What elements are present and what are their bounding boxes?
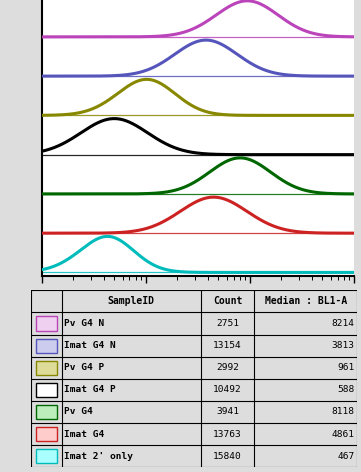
Bar xyxy=(36,316,57,330)
Text: 8214: 8214 xyxy=(332,319,355,328)
Text: 8118: 8118 xyxy=(332,407,355,416)
Text: Imat 2' only: Imat 2' only xyxy=(64,452,133,461)
Text: SampleID: SampleID xyxy=(108,296,155,306)
Text: Pv G4: Pv G4 xyxy=(64,407,93,416)
Text: Pv G4 P: Pv G4 P xyxy=(64,363,105,372)
Text: 588: 588 xyxy=(338,385,355,394)
Text: 4861: 4861 xyxy=(332,430,355,438)
Text: 3941: 3941 xyxy=(216,407,239,416)
Text: 961: 961 xyxy=(338,363,355,372)
Text: Pv G4 N: Pv G4 N xyxy=(64,319,105,328)
Text: Count: Count xyxy=(213,296,242,306)
Bar xyxy=(36,449,57,464)
Text: 467: 467 xyxy=(338,452,355,461)
Text: 2751: 2751 xyxy=(216,319,239,328)
Text: Median : BL1-A: Median : BL1-A xyxy=(265,296,347,306)
Bar xyxy=(36,383,57,397)
Text: 3813: 3813 xyxy=(332,341,355,350)
Text: 10492: 10492 xyxy=(213,385,242,394)
Text: 13763: 13763 xyxy=(213,430,242,438)
Bar xyxy=(36,405,57,419)
Text: 15840: 15840 xyxy=(213,452,242,461)
Bar xyxy=(36,361,57,375)
Text: Imat G4 N: Imat G4 N xyxy=(64,341,116,350)
Text: Imat G4: Imat G4 xyxy=(64,430,105,438)
Bar xyxy=(36,338,57,353)
Bar xyxy=(36,427,57,441)
Text: 13154: 13154 xyxy=(213,341,242,350)
Text: 2992: 2992 xyxy=(216,363,239,372)
Text: Imat G4 P: Imat G4 P xyxy=(64,385,116,394)
